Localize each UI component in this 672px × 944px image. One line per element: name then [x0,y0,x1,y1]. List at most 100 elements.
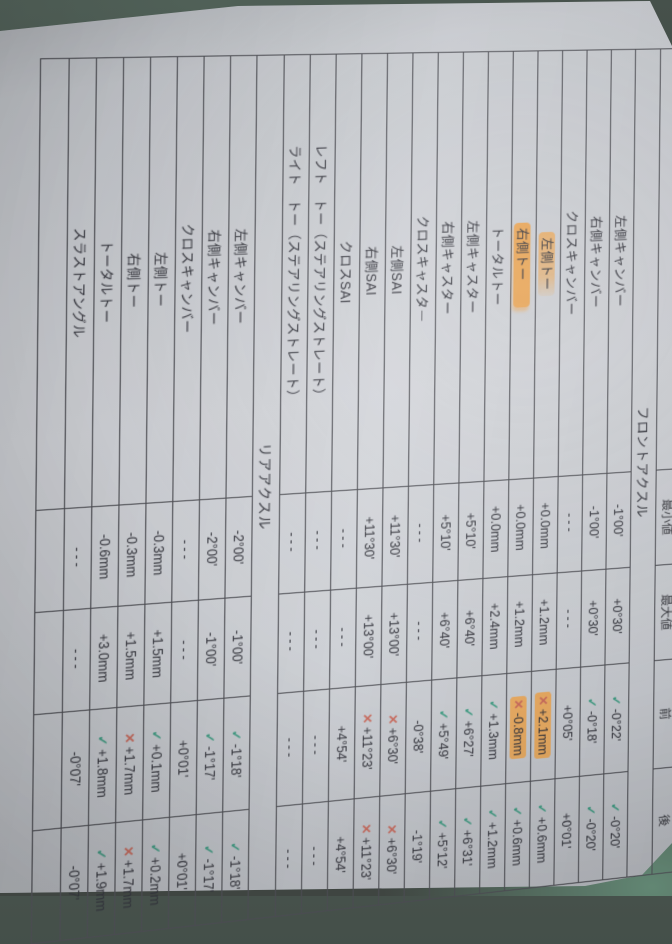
before-adjust-cell: +0°01' [169,701,197,818]
row-label: 左側キャスター [464,220,480,314]
row-label: レフト トー（ステアリングストレート） [310,144,328,402]
max-spec-cell: -1°00' [197,598,225,700]
after-adjust-cell: --- [301,801,328,913]
min-spec-cell: -1°00' [582,473,607,571]
row-label: 右側トー [125,253,141,309]
pass-check-icon: ✓ [461,816,476,828]
measured-value: +1.2mm [485,821,500,869]
row-label: 右側キャスター [439,221,455,315]
row-label-cell: トータルトー [92,57,124,506]
max-spec-cell: --- [556,571,581,669]
pass-check-icon: ✓ [435,818,450,830]
measured-value: --- [283,631,298,655]
row-label: トータルトー [489,226,504,306]
row-label: 左側キャンバー [612,215,627,307]
measured-value: +0.0mm [538,502,553,549]
pass-check-icon: ✓ [608,802,622,814]
before-adjust-cell: ✓-0°22' [604,663,629,774]
min-spec-cell: -2°00' [225,496,252,598]
before-adjust-cell: ✓+0.1mm [143,703,171,820]
before-adjust-cell: ✕+2.1mm [530,669,556,781]
measured-value: +6°40' [437,611,452,649]
before-adjust-cell: -0°07' [61,710,90,828]
before-adjust-cell: ✕+6°30' [380,682,407,796]
measured-value: +1.9mm [93,862,109,912]
pass-check-icon: ✓ [437,709,452,721]
measured-value: +5°49' [436,722,451,760]
min-spec-cell: --- [557,475,582,573]
after-adjust-cell: ✕+11°23' [353,796,380,908]
min-spec-cell: --- [331,490,358,591]
measured-value: +1.2mm [512,600,527,648]
header-min: 最小値 [655,469,672,566]
measured-value: --- [310,530,325,553]
fail-x-icon: ✕ [385,823,400,835]
min-spec-cell: +11°30' [356,488,383,588]
measured-value: -2°00' [231,530,247,565]
after-adjust-cell: ✕+1.7mm [114,820,142,935]
row-label-cell: 右側トー [119,57,151,505]
measured-value: -1°00' [230,629,246,664]
fail-x-icon: ✕ [536,695,550,707]
row-label: 左側SAI [389,245,404,295]
before-adjust-cell: --- [302,689,329,804]
measured-value: -0.6mm [97,533,113,579]
max-spec-cell: --- [278,592,305,693]
max-spec-cell: --- [62,608,90,712]
empty-cell [35,509,65,613]
measured-value: -2°00' [204,531,220,566]
pass-check-icon: ✓ [535,803,549,815]
measured-value: -1°00' [611,504,625,538]
max-spec-cell: --- [304,590,331,691]
pass-check-icon: ✓ [487,699,502,711]
row-label-cell: 左側キャンバー [607,49,636,473]
after-adjust-cell: ✓-1°17' [195,812,223,926]
after-adjust-cell: -0°07' [60,825,89,940]
measured-value: +11°23' [360,726,375,770]
pass-check-icon: ✓ [228,841,243,853]
after-adjust-cell: ✕+6°30' [379,794,406,905]
measured-value: --- [335,627,350,651]
row-label-cell: 右側キャンバー [199,56,230,500]
after-adjust-cell: ✓+1.2mm [480,784,506,894]
measured-value: +2.1mm [536,708,551,756]
row-label: 右側SAI [363,246,378,296]
measured-value: --- [412,621,427,644]
measured-value: +1.5mm [150,629,166,679]
measured-value: +0.0mm [488,505,503,553]
measured-value: --- [68,648,84,672]
row-label-cell: クロスキャスター [408,52,438,486]
max-spec-cell: --- [171,600,199,703]
min-spec-cell: --- [279,493,306,594]
max-spec-cell: +1.2mm [507,575,533,674]
row-label-cell: 右側トー [509,51,538,480]
measured-value: -1°00' [203,632,219,667]
measured-value: +6°31' [460,829,475,867]
min-spec-cell: --- [63,507,91,611]
measured-value: +4°54' [334,725,349,763]
max-spec-cell: +6°40' [457,579,483,678]
pass-check-icon: ✓ [149,730,165,742]
row-label: 右側キャンバー [588,216,603,309]
measured-value: +13°00' [361,614,376,659]
pass-check-icon: ✓ [510,805,525,817]
measured-value: +5°12' [435,832,450,870]
min-spec-cell: -1°00' [606,472,631,569]
min-spec-cell: -0.6mm [91,505,119,608]
measured-value: --- [309,629,324,653]
row-label-cell: 右側SAI [357,53,387,489]
header-before: 前 [653,659,672,769]
measured-value: +6°27' [461,720,476,758]
row-label: クロスキャスター [414,215,430,323]
after-adjust-cell: +0°01' [168,815,196,929]
measured-value: +0°30' [610,598,624,635]
measured-value: -1°18' [229,743,245,779]
highlighted-value: ✕+2.1mm [535,692,552,759]
pass-check-icon: ✓ [584,804,598,816]
pass-check-icon: ✓ [229,729,244,741]
after-adjust-cell: -1°19' [404,791,430,902]
measured-value: --- [336,528,351,551]
row-label: クロスキャンバー [178,223,195,334]
max-spec-cell: -1°00' [224,596,251,698]
fail-x-icon: ✕ [386,713,401,725]
